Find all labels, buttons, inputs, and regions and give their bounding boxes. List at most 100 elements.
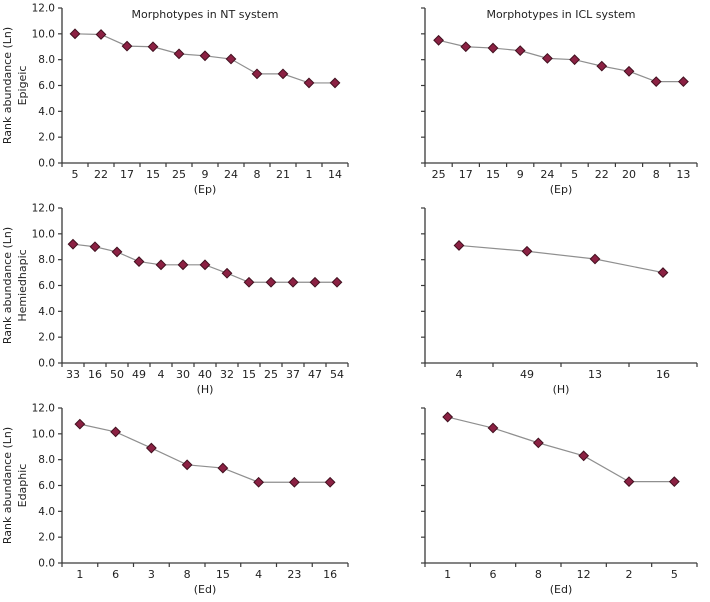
- x-tick-label: 5: [72, 168, 79, 181]
- y-axis-group-label: Edaphic: [16, 464, 29, 508]
- y-tick-label: 0.0: [38, 158, 55, 170]
- x-tick-label: 40: [198, 368, 212, 381]
- data-point-marker: [309, 276, 321, 288]
- x-tick-label: 15: [486, 168, 500, 181]
- x-tick-label: 50: [110, 368, 124, 381]
- chart-panel-epigeic-nt: 0.0 2.0 4.0 6.0 8.0 10.0 12.0 5 22 17 15 25 9 24 8 21 1 1…: [0, 0, 355, 202]
- x-tick-label: 13: [588, 368, 602, 381]
- data-point-marker: [541, 52, 553, 64]
- data-point-marker: [589, 253, 601, 265]
- x-axis-label: (Ed): [550, 583, 573, 596]
- data-point-marker: [221, 267, 233, 279]
- x-tick-label: 14: [328, 168, 342, 181]
- y-tick-label: 12.0: [32, 3, 55, 15]
- y-axis-title: Rank abundance (Ln): [1, 427, 14, 544]
- x-tick-label: 15: [242, 368, 256, 381]
- chart-svg: 4 49 13 16 (H): [421, 207, 698, 396]
- x-tick-label: 8: [184, 568, 191, 581]
- chart-panel-hemiedaphic-icl: 4 49 13 16 (H): [355, 200, 710, 402]
- chart-panel-epigeic-icl: 25 17 15 9 24 5 22 20 8 13 Morphotypes in ICL syst…: [355, 0, 710, 202]
- y-tick-label: 6.0: [38, 80, 55, 92]
- x-tick-label: 6: [490, 568, 497, 581]
- data-point-marker: [69, 28, 81, 40]
- data-point-marker: [277, 68, 289, 80]
- x-tick-label: 4: [158, 368, 165, 381]
- x-tick-label: 30: [176, 368, 190, 381]
- chart-panel-edaphic-nt: 0.0 2.0 4.0 6.0 8.0 10.0 12.0 1 6 3 8 15 4 23 16 (Ed) Ra…: [0, 400, 355, 602]
- x-tick-label: 32: [220, 368, 234, 381]
- x-tick-label: 5: [571, 168, 578, 181]
- x-axis-label: (H): [197, 383, 214, 396]
- x-tick-label: 1: [444, 568, 451, 581]
- x-tick-label: 24: [224, 168, 238, 181]
- data-point-marker: [460, 41, 472, 53]
- data-point-marker: [487, 42, 499, 54]
- data-point-marker: [514, 45, 526, 57]
- x-tick-label: 15: [146, 168, 160, 181]
- x-tick-label: 9: [517, 168, 524, 181]
- data-point-marker: [433, 34, 445, 46]
- x-tick-label: 21: [276, 168, 290, 181]
- data-point-marker: [253, 476, 265, 488]
- data-point-marker: [453, 240, 465, 251]
- chart-svg: 25 17 15 9 24 5 22 20 8 13 Morphotypes in ICL syst…: [421, 7, 698, 196]
- y-tick-label: 8.0: [38, 454, 55, 466]
- data-point-marker: [181, 459, 193, 471]
- y-tick-label: 4.0: [38, 306, 55, 318]
- y-tick-label: 10.0: [32, 428, 55, 440]
- x-tick-label: 4: [456, 368, 463, 381]
- x-tick-label: 6: [112, 568, 119, 581]
- data-point-marker: [89, 241, 101, 253]
- y-tick-label: 2.0: [38, 132, 55, 144]
- y-axis-title: Rank abundance (Ln): [1, 27, 14, 144]
- data-point-marker: [677, 76, 689, 88]
- data-point-marker: [67, 238, 79, 250]
- y-tick-label: 8.0: [38, 254, 55, 266]
- x-tick-label: 24: [540, 168, 554, 181]
- data-point-marker: [251, 68, 263, 80]
- chart-svg: 0.0 2.0 4.0 6.0 8.0 10.0 12.0 5 22 17 15 25 9 24 8 21 1 1…: [1, 3, 349, 196]
- x-tick-label: 49: [132, 368, 146, 381]
- data-point-marker: [487, 422, 499, 434]
- x-tick-label: 2: [626, 568, 633, 581]
- data-line: [447, 416, 675, 483]
- data-point-marker: [668, 476, 680, 488]
- x-tick-label: 16: [323, 568, 337, 581]
- x-tick-label: 25: [172, 168, 186, 181]
- y-tick-label: 10.0: [32, 28, 55, 40]
- x-tick-label: 8: [653, 168, 660, 181]
- x-tick-label: 54: [330, 368, 344, 381]
- data-point-marker: [532, 437, 544, 449]
- y-tick-label: 0.0: [38, 558, 55, 570]
- x-tick-label: 23: [287, 568, 301, 581]
- chart-svg: 0.0 2.0 4.0 6.0 8.0 10.0 12.0 33 16 50 49 4 30 40 32 15…: [1, 203, 349, 396]
- data-point-marker: [331, 276, 343, 288]
- data-point-marker: [199, 259, 211, 271]
- data-point-marker: [111, 246, 123, 258]
- data-line: [438, 39, 684, 83]
- x-tick-label: 25: [264, 368, 278, 381]
- x-tick-label: 47: [308, 368, 322, 381]
- data-point-marker: [650, 76, 662, 88]
- data-point-marker: [329, 77, 341, 89]
- x-tick-label: 12: [577, 568, 591, 581]
- data-point-marker: [145, 442, 157, 454]
- x-axis-label: (Ep): [550, 183, 573, 196]
- x-tick-label: 13: [676, 168, 690, 181]
- x-tick-label: 22: [94, 168, 108, 181]
- x-axis-label: (Ed): [194, 583, 217, 596]
- x-tick-label: 20: [622, 168, 636, 181]
- chart-title: Morphotypes in NT system: [132, 8, 279, 21]
- data-point-marker: [147, 41, 159, 53]
- y-tick-label: 4.0: [38, 106, 55, 118]
- data-point-marker: [287, 276, 299, 288]
- x-tick-label: 16: [656, 368, 670, 381]
- data-point-marker: [155, 259, 167, 271]
- data-point-marker: [133, 256, 145, 268]
- chart-panel-hemiedaphic-nt: 0.0 2.0 4.0 6.0 8.0 10.0 12.0 33 16 50 49 4 30 40 32 15…: [0, 200, 355, 402]
- x-tick-label: 8: [535, 568, 542, 581]
- y-tick-label: 6.0: [38, 480, 55, 492]
- x-tick-label: 33: [66, 368, 80, 381]
- data-line: [79, 423, 331, 483]
